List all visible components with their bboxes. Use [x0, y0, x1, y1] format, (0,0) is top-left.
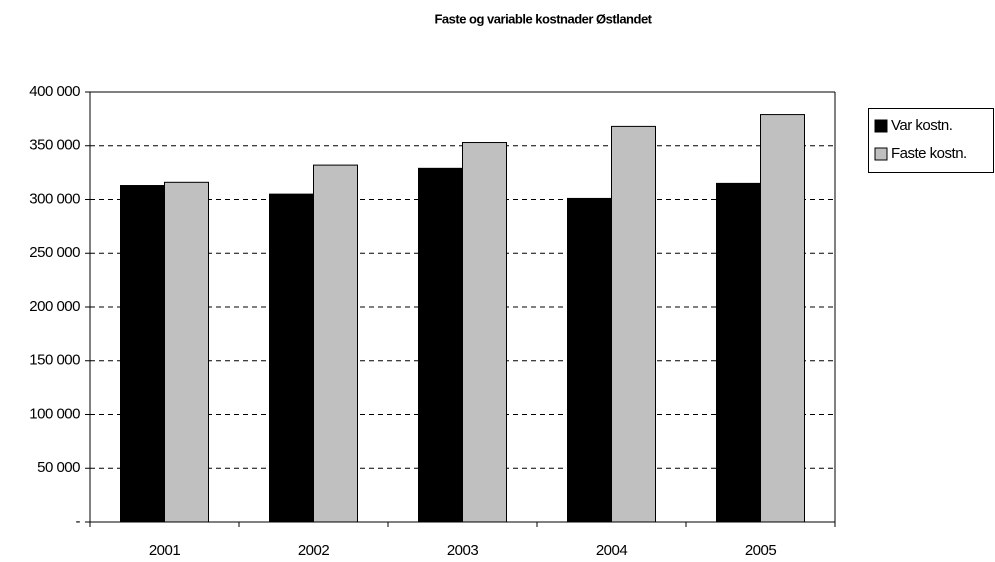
chart-title: Faste og variable kostnader Østlandet	[434, 11, 652, 26]
y-tick-label: 200 000	[29, 298, 80, 315]
legend-box	[868, 108, 994, 173]
y-tick-label: 350 000	[29, 137, 80, 154]
x-tick-label: 2001	[149, 542, 181, 559]
x-tick-label: 2004	[596, 542, 628, 559]
legend-swatch	[874, 147, 888, 161]
bar	[716, 182, 761, 523]
y-tick-label: 100 000	[29, 405, 80, 422]
legend-swatch	[874, 119, 888, 133]
bar	[567, 197, 612, 523]
legend-label: Var kostn.	[891, 117, 952, 134]
x-tick-label: 2003	[447, 542, 479, 559]
y-tick-label: 300 000	[29, 190, 80, 207]
bar	[462, 142, 507, 523]
y-tick-label: 400 000	[29, 83, 80, 100]
y-tick-label: 50 000	[37, 459, 80, 476]
bar	[418, 167, 463, 523]
y-tick-label: 150 000	[29, 352, 80, 369]
bar	[269, 193, 314, 523]
bar	[164, 181, 209, 523]
bar	[313, 164, 358, 523]
bar	[611, 125, 656, 523]
bar	[760, 114, 805, 523]
y-tick-label: -	[76, 513, 81, 530]
legend-label: Faste kostn.	[891, 145, 967, 162]
bar	[120, 185, 165, 523]
y-tick-label: 250 000	[29, 244, 80, 261]
x-tick-label: 2002	[298, 542, 330, 559]
x-tick-label: 2005	[745, 542, 777, 559]
